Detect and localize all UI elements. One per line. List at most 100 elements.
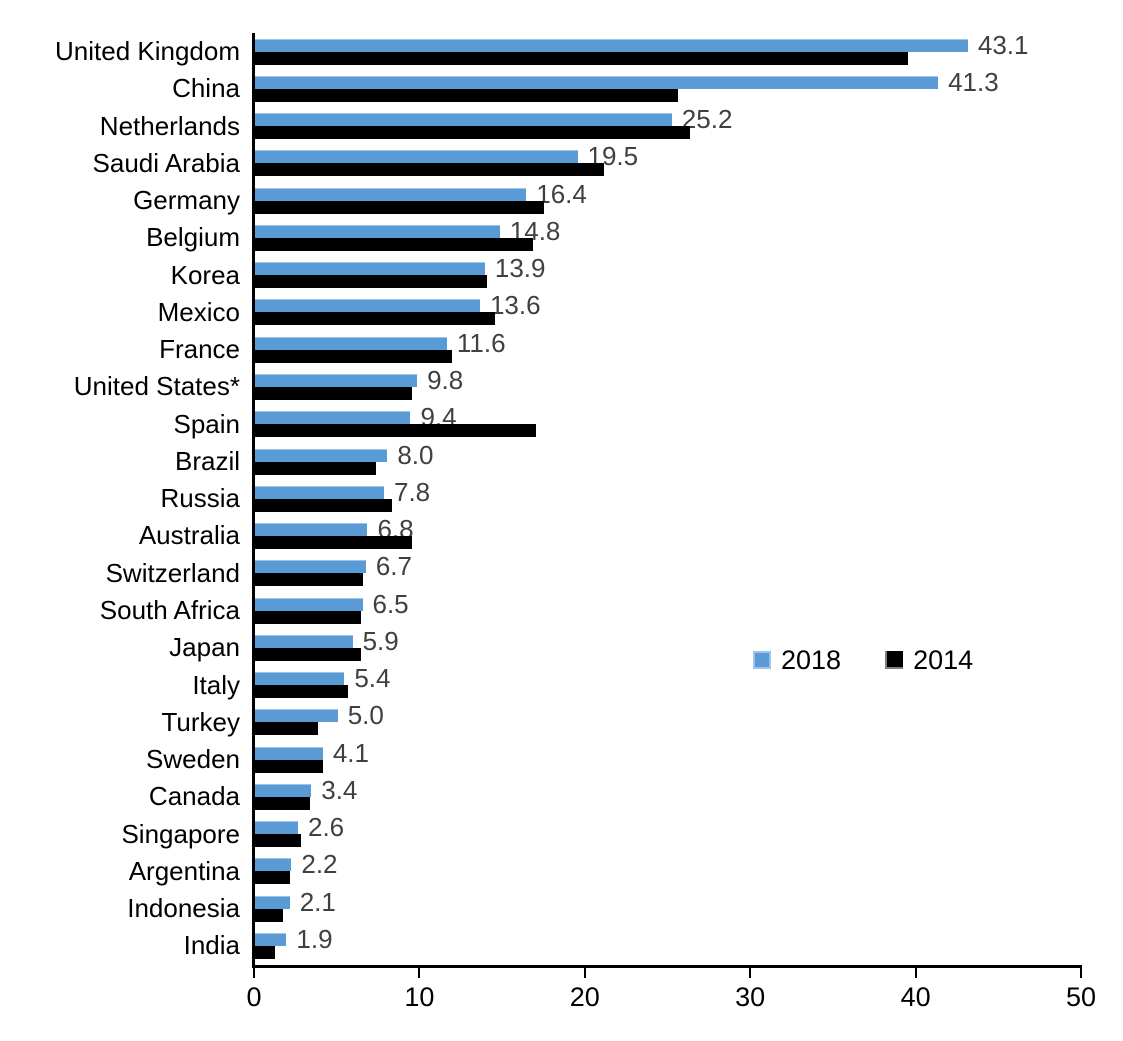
bar-line-2014: [255, 51, 1082, 65]
x-tick-label: 0: [246, 982, 262, 1012]
plot-cell: 2.1: [252, 886, 1082, 928]
x-tick: [1080, 968, 1082, 978]
bar-2014: [255, 51, 909, 65]
bar-line-2018: 9.8: [255, 365, 1082, 396]
bar-line-2014: [255, 573, 1082, 587]
category-label: Saudi Arabia: [92, 147, 240, 178]
chart-row: Australia 6.8: [0, 516, 1082, 555]
bar-line-2014: [255, 126, 1082, 140]
bar-2014: [255, 461, 376, 475]
bar-line-2014: [255, 498, 1082, 512]
chart-row: Belgium 14.8: [0, 218, 1082, 257]
plot-cell: 5.0: [252, 702, 1082, 742]
bar-line-2018: 6.8: [255, 516, 1082, 542]
plot-cell: 14.8: [252, 218, 1082, 257]
plot-cell: 5.4: [252, 663, 1082, 704]
value-label: 16.4: [536, 178, 587, 209]
value-label: 9.8: [427, 365, 464, 396]
bar-2018: [255, 783, 312, 797]
plot-cell: 9.8: [252, 365, 1082, 406]
category-label: South Africa: [99, 594, 240, 625]
category-label: Russia: [160, 483, 240, 514]
category-label: Germany: [133, 185, 240, 216]
bar-2014: [255, 163, 604, 177]
legend-item-2014: 2014: [885, 645, 974, 675]
bar-line-2014: [255, 647, 1082, 661]
category-label: Singapore: [121, 818, 240, 849]
bar-line-2014: [255, 685, 1082, 699]
bar-2018: [255, 75, 939, 89]
bar-line-2018: 13.9: [255, 255, 1082, 281]
chart-row: United Kingdom 43.1: [0, 29, 1082, 71]
bar-line-2018: 2.6: [255, 812, 1082, 843]
category-label: Argentina: [128, 855, 240, 886]
bar-line-2014: [255, 237, 1082, 251]
bar-2014: [255, 834, 302, 848]
chart-row: Italy 5.4: [0, 663, 1082, 704]
chart-row: Argentina 2.2: [0, 849, 1082, 891]
x-tick: [253, 968, 255, 978]
bar-2018: [255, 299, 480, 313]
bar-2014: [255, 387, 413, 401]
value-label: 4.1: [332, 737, 369, 768]
bar-2014: [255, 946, 275, 959]
plot-cell: 9.4: [252, 402, 1082, 443]
bar-line-2018: 1.9: [255, 926, 1082, 952]
chart-row: Netherlands 25.2: [0, 106, 1082, 145]
plot-cell: 6.5: [252, 591, 1082, 630]
bar-line-2018: 43.1: [255, 29, 1082, 60]
plot-area: United Kingdom 43.1 China 41.3 Netherlands 25…: [0, 29, 1082, 965]
category-label: Brazil: [174, 445, 240, 476]
legend-swatch-2018: [753, 651, 771, 669]
bar-line-2018: 13.6: [255, 290, 1082, 321]
bar-line-2014: [255, 871, 1082, 885]
plot-cell: 7.8: [252, 479, 1082, 518]
category-label: Netherlands: [99, 110, 240, 141]
plot-cell: 5.9: [252, 628, 1082, 667]
bar-2018: [255, 672, 345, 686]
bar-line-2014: [255, 536, 1082, 550]
value-label: 5.4: [354, 663, 391, 694]
plot-cell: 25.2: [252, 106, 1082, 145]
value-label: 9.4: [420, 402, 457, 433]
value-label: 13.6: [489, 290, 541, 321]
x-tick: [749, 968, 752, 978]
legend-item-2018: 2018: [753, 645, 842, 675]
value-label: 19.5: [587, 141, 639, 172]
chart-row: United States* 9.8: [0, 365, 1082, 406]
legend-label-2014: 2014: [913, 645, 974, 675]
bar-2014: [255, 88, 679, 102]
bar-line-2014: [255, 796, 1082, 810]
bar-2018: [255, 709, 338, 723]
category-label: Italy: [192, 669, 240, 700]
chart-row: Spain 9.4: [0, 402, 1082, 443]
category-label: Japan: [169, 632, 240, 663]
bar-2014: [255, 759, 323, 773]
bar-line-2014: [255, 200, 1082, 214]
bar-2014: [255, 685, 348, 699]
bar-2014: [255, 200, 545, 214]
legend-label-2018: 2018: [781, 645, 842, 675]
plot-cell: 13.9: [252, 255, 1082, 294]
bar-line-2014: [255, 610, 1082, 624]
bar-2018: [255, 821, 298, 835]
value-label: 2.6: [308, 812, 345, 843]
bar-line-2014: [255, 722, 1082, 736]
value-label: 2.2: [301, 849, 338, 880]
chart-row: Saudi Arabia 19.5: [0, 141, 1082, 183]
bar-2014: [255, 610, 361, 624]
bar-line-2014: [255, 759, 1082, 773]
category-label: Belgium: [146, 222, 240, 253]
bar-2018: [255, 150, 578, 164]
bar-2018: [255, 523, 368, 537]
bar-2018: [255, 224, 500, 238]
bar-2018: [255, 38, 968, 52]
value-label: 6.7: [375, 551, 412, 582]
value-label: 43.1: [977, 29, 1029, 60]
category-label: Turkey: [161, 706, 241, 737]
bar-line-2018: 7.8: [255, 479, 1082, 505]
bar-line-2014: [255, 424, 1082, 438]
bar-2018: [255, 113, 672, 127]
value-label: 2.1: [299, 886, 336, 917]
